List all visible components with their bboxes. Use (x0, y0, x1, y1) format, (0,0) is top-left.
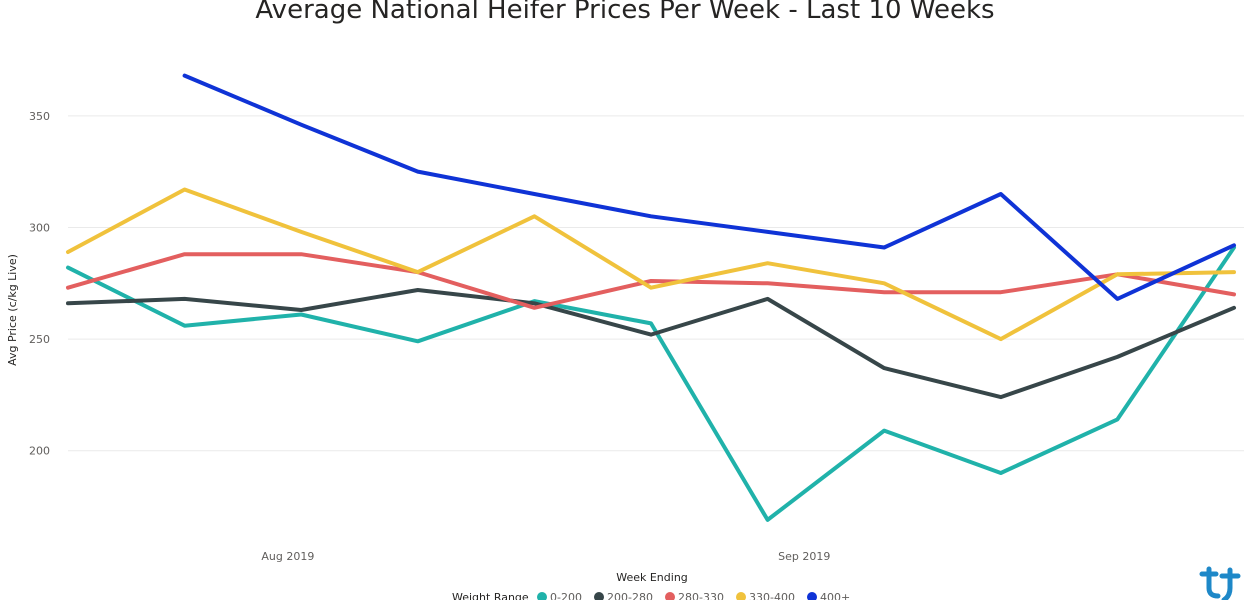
legend-entry: 330-400 (749, 591, 795, 600)
y-axis-ticks: 200 250 300 350 (29, 110, 50, 458)
legend-entry: 400+ (820, 591, 850, 600)
series-line-330-400 (66, 187, 1236, 342)
y-tick-label: 350 (29, 110, 50, 123)
series-line-200-280 (66, 288, 1236, 400)
y-tick-label: 250 (29, 333, 50, 346)
x-tick-label: Aug 2019 (261, 550, 314, 563)
legend-marker (807, 592, 817, 600)
y-tick-label: 200 (29, 445, 50, 458)
legend-title: Weight Range (452, 591, 529, 600)
legend-marker (594, 592, 604, 600)
legend-marker (537, 592, 547, 600)
legend-entry: 0-200 (550, 591, 582, 600)
legend-marker (736, 592, 746, 600)
series-line-280-330 (66, 252, 1236, 310)
x-axis-ticks: Aug 2019 Sep 2019 (261, 550, 830, 563)
y-tick-label: 300 (29, 221, 50, 234)
y-axis-label: Avg Price (c/kg Live) (6, 254, 19, 366)
series-lines (66, 73, 1236, 522)
x-tick-label: Sep 2019 (778, 550, 830, 563)
brand-logo-icon (1199, 566, 1241, 600)
series-line-0-200 (66, 245, 1236, 522)
legend-marker (665, 592, 675, 600)
series-line-400+ (182, 73, 1236, 301)
legend: Weight Range 0-200 200-280 280-330 330-400 40… (452, 591, 850, 600)
legend-entry: 280-330 (678, 591, 724, 600)
chart-title: Average National Heifer Prices Per Week … (255, 0, 994, 25)
legend-entry: 200-280 (607, 591, 653, 600)
x-axis-label: Week Ending (616, 571, 688, 584)
